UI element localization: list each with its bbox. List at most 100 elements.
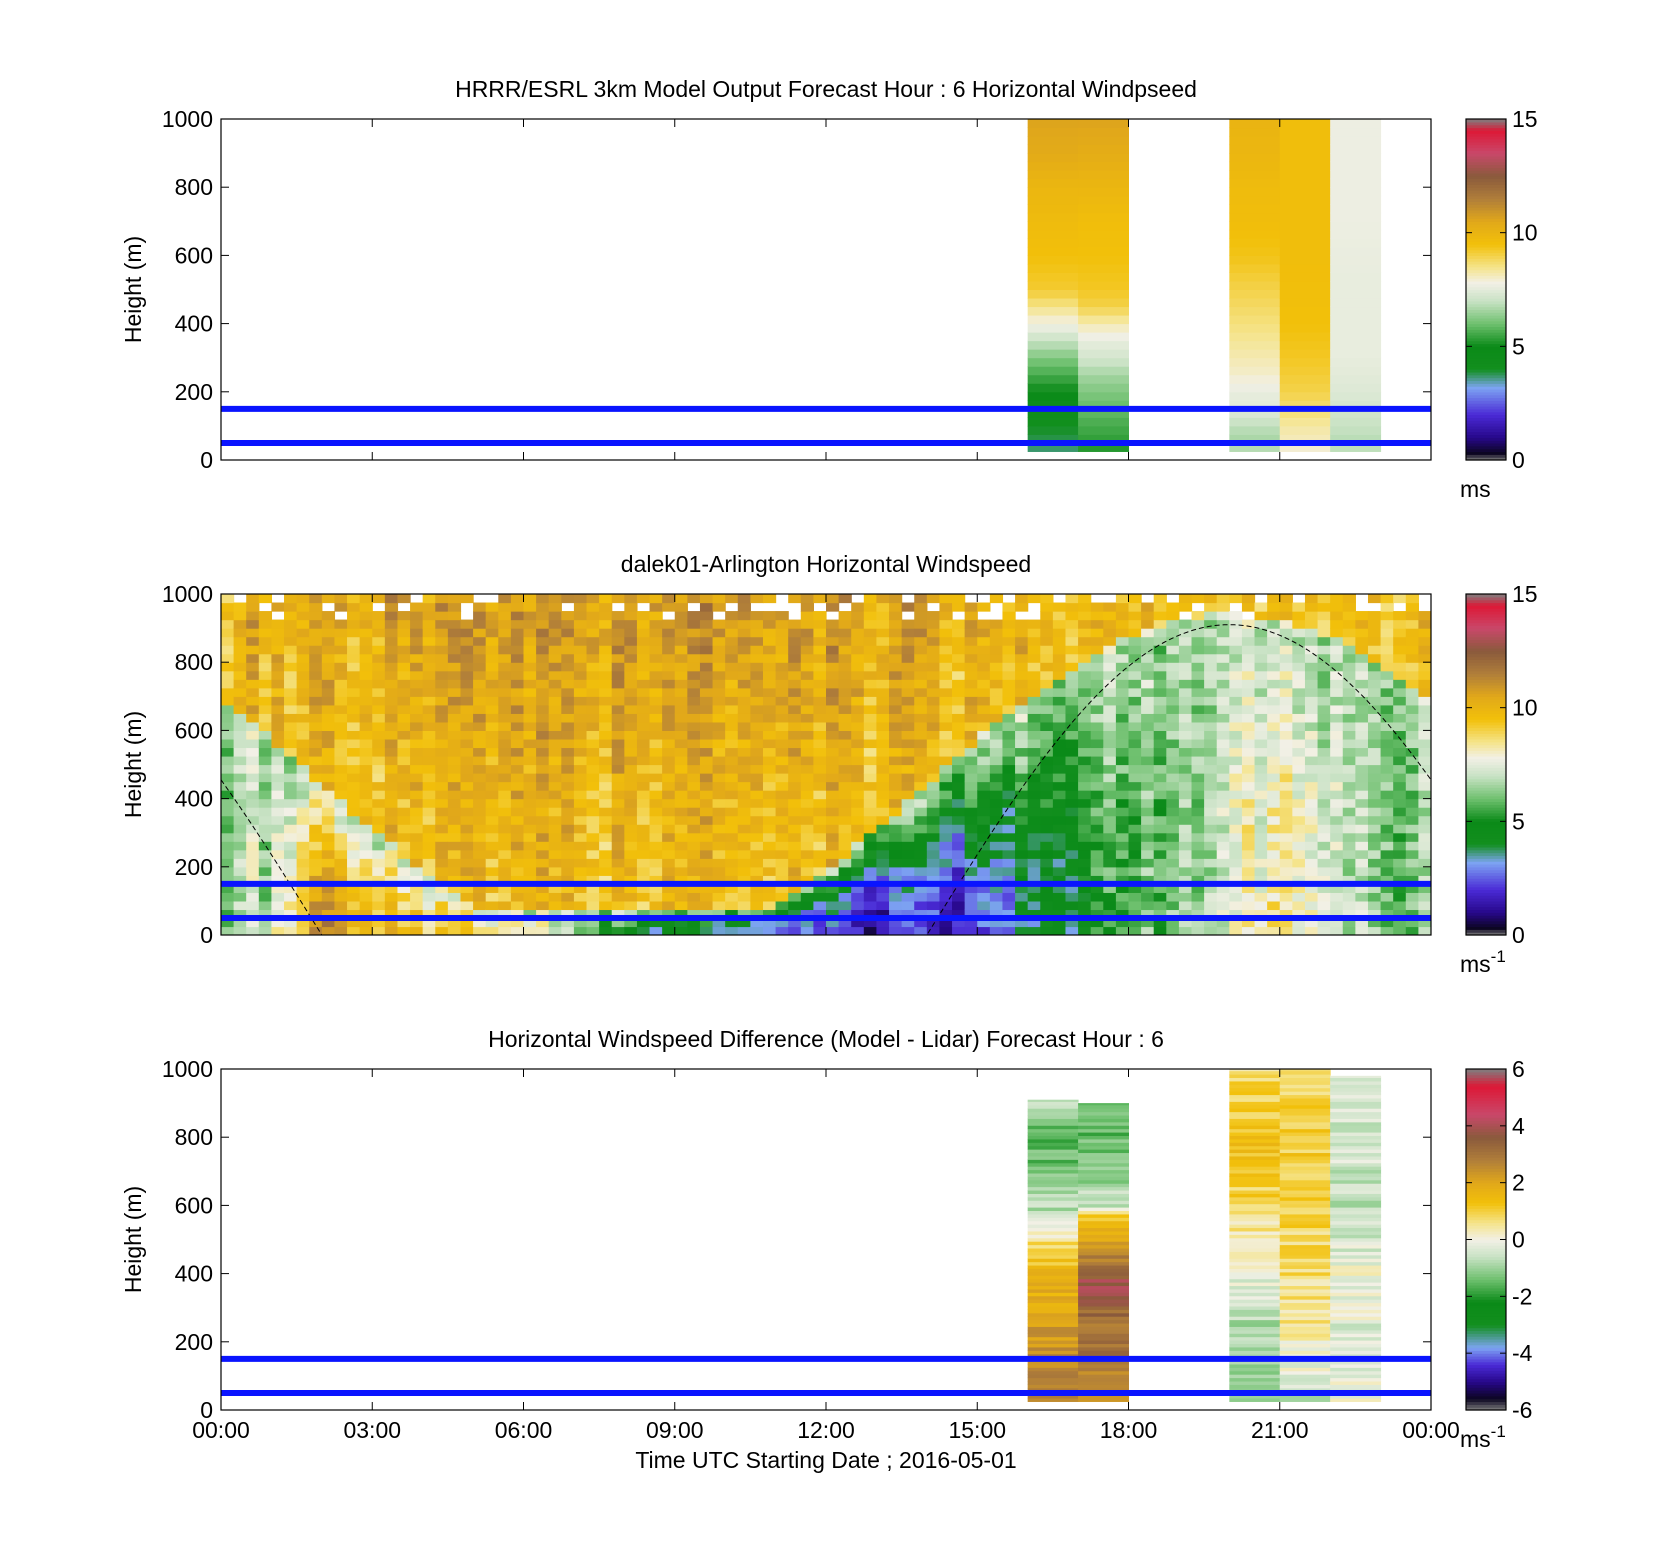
- heatmap-cell: [561, 816, 574, 825]
- heatmap-cell: [1343, 773, 1356, 782]
- heatmap-cell: [385, 713, 398, 722]
- heatmap-cell: [574, 628, 587, 637]
- heatmap-cell: [1166, 765, 1179, 774]
- heatmap-cell: [675, 620, 688, 629]
- heatmap-cell: [246, 747, 259, 756]
- heatmap-cell: [813, 765, 826, 774]
- heatmap-cell: [423, 705, 436, 714]
- heatmap-cell: [1355, 901, 1368, 910]
- heatmap-cell: [750, 688, 763, 697]
- heatmap-cell: [1154, 722, 1167, 731]
- heatmap-cell: [1078, 892, 1091, 901]
- heatmap-cell: [776, 739, 789, 748]
- heatmap-cell: [675, 628, 688, 637]
- heatmap-cell: [423, 790, 436, 799]
- heatmap-cell: [801, 654, 814, 663]
- heatmap-cell: [624, 833, 637, 842]
- heatmap-cell: [1343, 662, 1356, 671]
- heatmap-cell: [561, 713, 574, 722]
- heatmap-cell: [1028, 637, 1041, 646]
- heatmap-cell: [1078, 1320, 1129, 1324]
- heatmap-cell: [1015, 679, 1028, 688]
- heatmap-cell: [1330, 713, 1343, 722]
- heatmap-cell: [776, 628, 789, 637]
- heatmap-cell: [637, 713, 650, 722]
- heatmap-cell: [423, 611, 436, 620]
- heatmap-cell: [1292, 799, 1305, 808]
- heatmap-cell: [1280, 1367, 1331, 1371]
- heatmap-cell: [864, 799, 877, 808]
- heatmap-cell: [1078, 1333, 1129, 1337]
- heatmap-cell: [1065, 594, 1078, 603]
- heatmap-cell: [1028, 1221, 1079, 1225]
- heatmap-cell: [1078, 1241, 1129, 1245]
- heatmap-cell: [473, 611, 486, 620]
- heatmap-cell: [1204, 841, 1217, 850]
- heatmap-cell: [839, 705, 852, 714]
- heatmap-cell: [965, 620, 978, 629]
- heatmap-cell: [1381, 807, 1394, 816]
- heatmap-cell: [1280, 1197, 1331, 1201]
- heatmap-cell: [851, 739, 864, 748]
- heatmap-cell: [1229, 1381, 1280, 1385]
- heatmap-cell: [864, 705, 877, 714]
- heatmap-cell: [372, 833, 385, 842]
- heatmap-cell: [574, 603, 587, 612]
- heatmap-cell: [460, 654, 473, 663]
- heatmap-cell: [246, 662, 259, 671]
- heatmap-cell: [1280, 1142, 1331, 1146]
- heatmap-cell: [1393, 790, 1406, 799]
- heatmap-cell: [788, 662, 801, 671]
- heatmap-cell: [347, 739, 360, 748]
- heatmap-cell: [864, 730, 877, 739]
- heatmap-cell: [397, 799, 410, 808]
- heatmap-cell: [347, 628, 360, 637]
- heatmap-cell: [347, 841, 360, 850]
- heatmap-cell: [1015, 645, 1028, 654]
- heatmap-cell: [700, 671, 713, 680]
- heatmap-cell: [624, 799, 637, 808]
- heatmap-cell: [1028, 671, 1041, 680]
- heatmap-cell: [990, 722, 1003, 731]
- heatmap-cell: [851, 620, 864, 629]
- heatmap-cell: [952, 645, 965, 654]
- heatmap-cell: [536, 611, 549, 620]
- heatmap-cell: [1330, 1364, 1381, 1368]
- heatmap-cell: [1280, 713, 1293, 722]
- heatmap-cell: [574, 747, 587, 756]
- heatmap-cell: [1179, 662, 1192, 671]
- heatmap-cell: [1166, 807, 1179, 816]
- heatmap-cell: [1280, 1364, 1331, 1368]
- heatmap-cell: [549, 645, 562, 654]
- heatmap-cell: [788, 833, 801, 842]
- heatmap-cell: [763, 705, 776, 714]
- heatmap-cell: [650, 867, 663, 876]
- heatmap-cell: [1229, 1234, 1280, 1238]
- heatmap-cell: [1229, 850, 1242, 859]
- heatmap-cell: [902, 765, 915, 774]
- heatmap-cell: [347, 688, 360, 697]
- heatmap-cell: [1053, 603, 1066, 612]
- heatmap-cell: [1255, 841, 1268, 850]
- heatmap-cell: [473, 688, 486, 697]
- heatmap-cell: [914, 867, 927, 876]
- heatmap-cell: [1368, 765, 1381, 774]
- heatmap-cell: [788, 747, 801, 756]
- heatmap-cell: [700, 824, 713, 833]
- heatmap-cell: [1242, 739, 1255, 748]
- heatmap-cell: [939, 901, 952, 910]
- heatmap-cell: [927, 816, 940, 825]
- heatmap-cell: [1091, 892, 1104, 901]
- heatmap-cell: [763, 901, 776, 910]
- heatmap-cell: [385, 926, 398, 935]
- heatmap-cell: [1343, 645, 1356, 654]
- heatmap-cell: [309, 603, 322, 612]
- heatmap-cell: [851, 850, 864, 859]
- heatmap-cell: [397, 679, 410, 688]
- heatmap-cell: [1053, 850, 1066, 859]
- heatmap-cell: [876, 730, 889, 739]
- heatmap-cell: [927, 713, 940, 722]
- heatmap-cell: [1229, 1108, 1280, 1112]
- heatmap-cell: [763, 799, 776, 808]
- heatmap-cell: [1129, 705, 1142, 714]
